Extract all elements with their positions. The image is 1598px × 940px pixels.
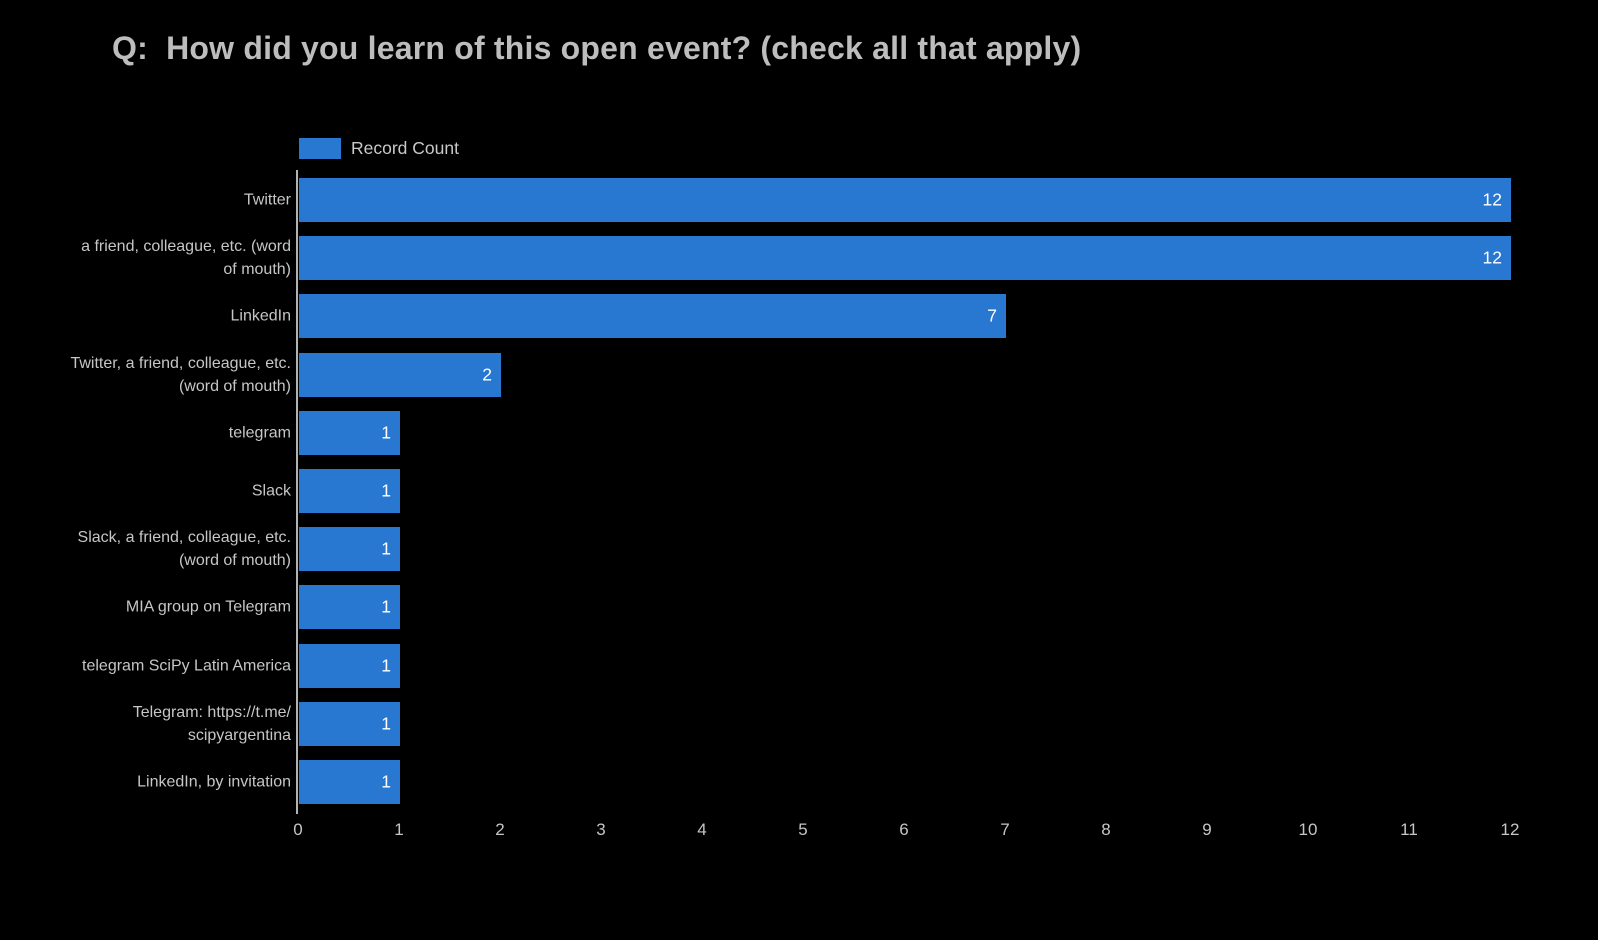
legend-color-swatch: [299, 137, 341, 159]
category-label: Telegram: https://t.me/scipyargentina: [132, 703, 291, 744]
x-axis-tick-label: 3: [596, 820, 606, 839]
y-axis-line: [296, 170, 298, 814]
bar-value-label: 12: [1482, 247, 1502, 268]
bar[interactable]: 1: [299, 701, 400, 746]
category-label: Slack, a friend, colleague, etc. (word of…: [77, 529, 291, 570]
x-axis-tick-label: 10: [1298, 820, 1318, 839]
bar[interactable]: 1: [299, 585, 400, 630]
category-label: LinkedIn, by invitation: [137, 773, 291, 791]
x-axis-tick-label: 4: [697, 820, 707, 839]
bar-value-label: 1: [381, 480, 391, 501]
bar-value-label: 7: [987, 305, 997, 326]
category-label: Slack: [251, 482, 291, 500]
bar-value-label: 1: [381, 655, 391, 676]
bar-value-label: 12: [1482, 189, 1502, 210]
bar[interactable]: 1: [299, 760, 400, 804]
category-label: telegram SciPy Latin America: [82, 657, 291, 675]
x-axis-tick-label: 9: [1202, 820, 1212, 839]
bar[interactable]: 1: [299, 469, 400, 513]
bar-value-label: 1: [381, 538, 391, 559]
bar-value-label: 1: [381, 713, 391, 734]
x-axis-tick-label: 7: [1000, 820, 1010, 839]
x-axis-tick-label: 2: [495, 820, 505, 839]
x-axis-tick-label: 0: [293, 820, 303, 839]
category-label: LinkedIn: [230, 307, 292, 325]
category-label: Twitter, a friend, colleague, etc. (word …: [70, 354, 291, 395]
category-label: a friend, colleague, etc. (word of mouth): [81, 238, 291, 279]
category-label: Twitter: [243, 191, 291, 209]
bar-value-label: 2: [482, 364, 492, 385]
x-axis-tick-label: 6: [899, 820, 909, 839]
bar[interactable]: 1: [299, 527, 400, 572]
bar[interactable]: 2: [299, 352, 501, 397]
x-axis-tick-label: 11: [1400, 820, 1418, 839]
x-axis-tick-label: 1: [394, 820, 404, 839]
x-axis-tick-label: 12: [1500, 820, 1520, 839]
bar-value-label: 1: [381, 422, 391, 443]
bar-value-label: 1: [381, 596, 391, 617]
bar[interactable]: 1: [299, 410, 400, 455]
category-label: telegram: [228, 424, 291, 442]
category-label: MIA group on Telegram: [125, 598, 291, 616]
bar[interactable]: 7: [299, 294, 1006, 339]
bar[interactable]: 12: [299, 236, 1511, 281]
x-axis-tick-label: 8: [1101, 820, 1111, 839]
chart-title: Q: How did you learn of this open event?…: [112, 30, 1082, 66]
legend-label: Record Count: [351, 137, 459, 158]
legend: Record Count: [299, 137, 459, 159]
bar[interactable]: 1: [299, 643, 400, 688]
x-axis-tick-label: 5: [798, 820, 808, 839]
bar-value-label: 1: [381, 771, 391, 792]
bar[interactable]: 12: [299, 178, 1511, 222]
